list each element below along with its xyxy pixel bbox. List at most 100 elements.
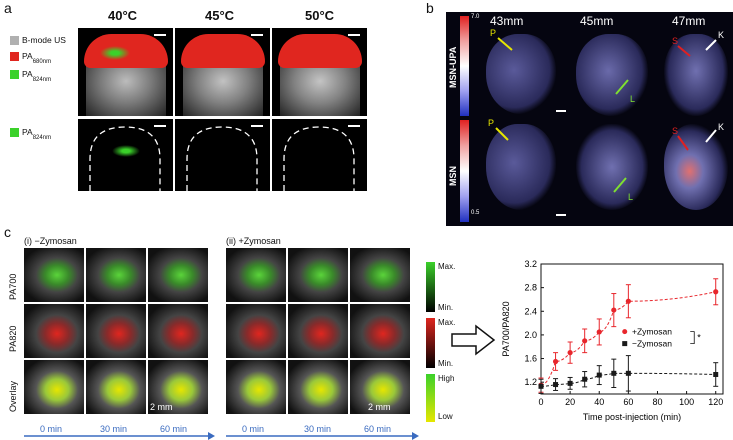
data-point-1 [713,289,719,295]
image-c-g2-r2-t1 [226,304,286,358]
legend-label-bmode: B-mode US [22,35,66,45]
scalebar-c-minus: 2 mm [150,402,173,412]
data-point-2 [538,383,544,389]
data-point-2 [625,370,631,376]
x-tick-label: 20 [565,397,575,407]
time-label-minus-30: 30 min [100,424,128,434]
image-c-g2-r2-t3 [350,304,410,358]
temperature-label-3: 50°C [305,8,335,23]
legend-label-1: +Zymosan [632,327,672,337]
scalebar-c-plus: 2 mm [368,402,391,412]
temperature-label-1: 40°C [108,8,138,23]
legend-label-pa824: PA824nm [22,69,52,83]
image-c-g1-r1-t2 [86,248,146,302]
panel-b-letter: b [426,0,434,16]
legend-swatch-pa824-bottom [10,128,19,137]
image-c-g1-r2-t2 [86,304,146,358]
image-b-msnupa-43 [486,34,556,114]
colorbar-overlay [426,374,435,422]
image-c-g1-r2-t3 [148,304,208,358]
colorbar-overlay-low: Low [438,412,453,421]
x-tick-label: 40 [594,397,604,407]
image-c-g1-r3-t3 [148,360,208,414]
legend-swatch-pa824 [10,70,19,79]
marker-s-top: S [672,36,679,46]
data-point-1 [625,298,631,304]
image-a-40c-overlay [78,28,173,116]
time-label-minus-60: 60 min [160,424,188,434]
image-b-msnupa-45 [576,34,648,116]
marker-k-top: K [718,30,725,40]
image-c-g2-r2-t2 [288,304,348,358]
y-tick-label: 1.2 [524,377,537,387]
significance-bracket [690,331,695,344]
panel-a-letter: a [4,0,12,16]
row-label-pa820: PA820 [8,325,18,352]
data-point-2 [567,380,573,386]
image-c-g1-r3-t1 [24,360,84,414]
legend-label-2: −Zymosan [632,339,672,349]
significance-marker: * [697,333,701,343]
data-point-1 [596,329,602,335]
row-label-pa700: PA700 [8,273,18,300]
colorbar-pa820-max: Max. [438,318,456,327]
legend-marker-1 [622,329,628,335]
image-a-40c-pa824 [78,119,173,191]
y-tick-label: 2.8 [524,283,537,293]
colorbar-pa700 [426,262,435,312]
y-tick-label: 3.2 [524,259,537,269]
colorbar-bottom-value: 0.5 [471,210,480,216]
image-c-g2-r3-t2 [288,360,348,414]
legend-swatch-pa680 [10,52,19,61]
image-c-g1-r3-t2 [86,360,146,414]
data-point-2 [713,372,719,377]
y-tick-label: 2.4 [524,306,537,316]
data-point-2 [582,376,588,382]
image-c-g1-r1-t1 [24,248,84,302]
image-c-g2-r3-t3 [350,360,410,414]
data-point-2 [553,382,559,388]
time-label-plus-30: 30 min [304,424,332,434]
y-tick-label: 1.6 [524,354,537,364]
colorbar-pa700-min: Min. [438,303,454,312]
group-label-minus: (i) −Zymosan [24,236,77,246]
data-point-2 [611,370,617,376]
colorbar-overlay-high: High [438,374,455,383]
image-c-g1-r2-t1 [24,304,84,358]
image-b-msn-45 [576,124,648,210]
time-label-minus-0: 0 min [40,424,63,434]
marker-s-bottom: S [672,126,679,136]
ratio-chart: 1.2 1.6 2.0 2.4 2.8 3.2 0 20 40 60 80 100 120 Time po… [501,259,724,422]
data-point-1 [552,358,559,365]
marker-p-bottom: P [488,118,495,128]
y-axis-label: PA700/PA820 [501,301,511,356]
legend-marker-2 [622,341,628,347]
scalebar-b-bottom [556,214,566,216]
colorbar-top-value: 7.0 [471,14,480,20]
colorbar-pa700-max: Max. [438,262,456,271]
image-b-msnupa-47 [664,34,728,116]
image-b-msn-47 [664,124,728,210]
panel-c-letter: c [4,224,11,240]
image-a-50c-overlay [272,28,367,116]
row-label-overlay: Overlay [8,380,18,412]
scalebar-b-top [556,110,566,112]
image-a-45c-overlay [175,28,270,116]
image-c-g2-r3-t1 [226,360,286,414]
data-point-1 [567,350,573,356]
image-c-g2-r1-t3 [350,248,410,302]
depth-label-3: 47mm [672,14,706,28]
colorbar-pa820 [426,318,435,368]
marker-l-bottom: L [628,192,634,202]
legend-swatch-bmode [10,36,19,45]
marker-l-top: L [630,94,636,104]
image-c-g2-r1-t1 [226,248,286,302]
legend-label-pa680: PA680nm [22,51,52,65]
image-c-g1-r1-t3 [148,248,208,302]
x-tick-label: 100 [679,397,694,407]
data-point-1 [582,338,588,344]
x-tick-label: 0 [538,397,543,407]
x-tick-label: 80 [652,397,662,407]
colorbar-pa820-min: Min. [438,359,454,368]
temperature-label-2: 45°C [205,8,235,23]
